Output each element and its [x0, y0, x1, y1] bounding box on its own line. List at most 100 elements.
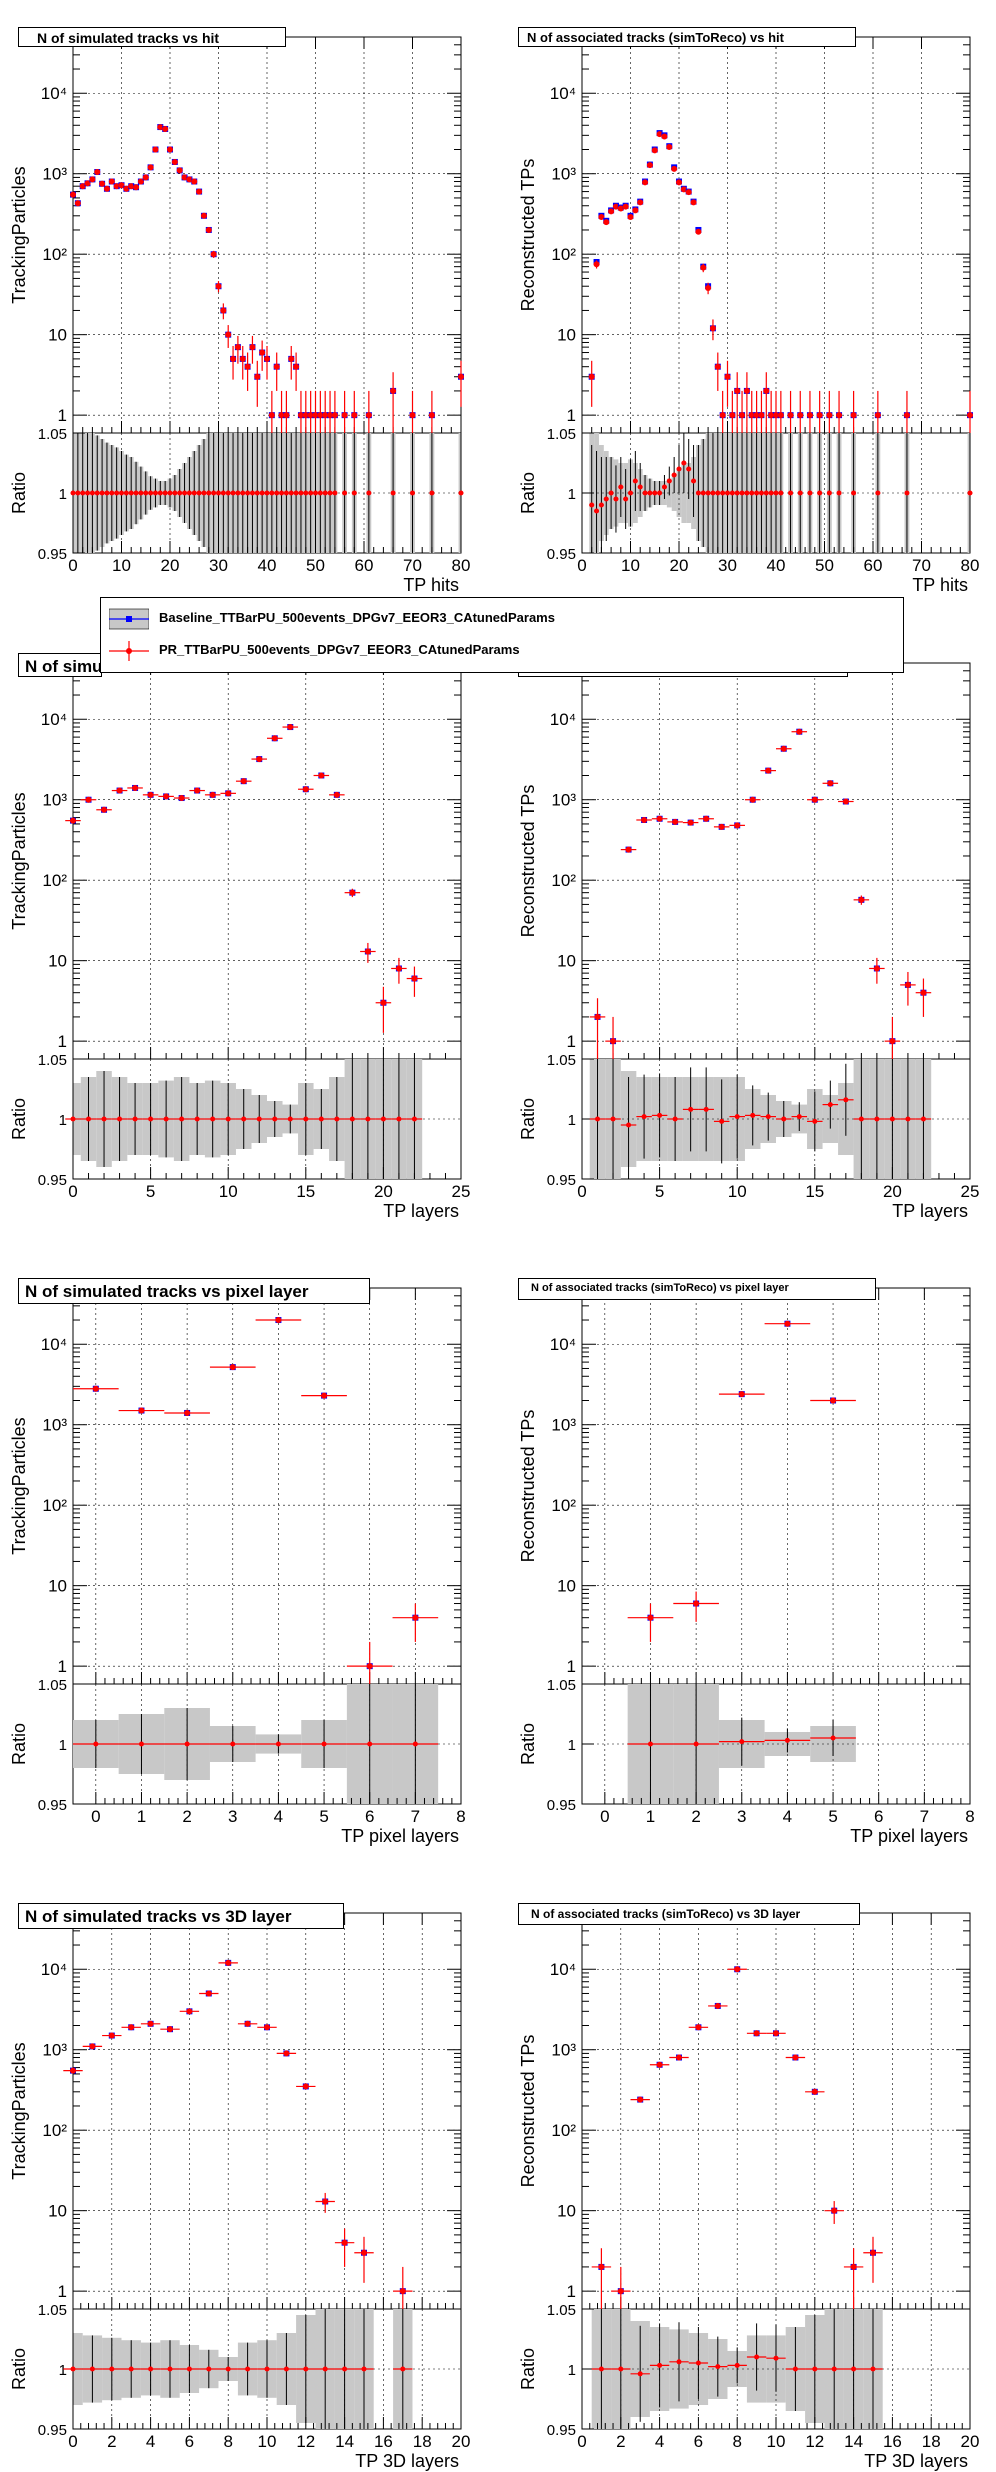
ratio-point: [710, 490, 716, 496]
ratio-point: [230, 490, 236, 496]
ratio-point: [298, 490, 304, 496]
ratio-point: [89, 490, 95, 496]
pr-point: [307, 412, 314, 419]
pr-point: [196, 188, 203, 195]
x-tick-label: 10: [767, 2432, 786, 2451]
ratio-point: [843, 1097, 849, 1103]
pr-point: [714, 2002, 721, 2009]
ratio-point: [264, 2366, 270, 2372]
y-tick-label: 10³: [42, 165, 67, 184]
pr-point: [811, 796, 818, 803]
ratio-point: [321, 1741, 327, 1747]
ratio-point: [647, 1741, 653, 1747]
x-tick-label: 2: [107, 2432, 116, 2451]
ratio-tick-label: 1.05: [38, 2302, 67, 2319]
ratio-point: [191, 490, 197, 496]
ratio-point: [117, 1116, 123, 1122]
pr-point: [734, 387, 741, 394]
ratio-point: [184, 1741, 190, 1747]
ratio-point: [201, 490, 207, 496]
pr-point: [318, 772, 325, 779]
ratio-point: [749, 490, 755, 496]
pr-point: [672, 818, 679, 825]
pr-point: [229, 1364, 236, 1371]
pr-point: [729, 412, 736, 419]
pr-point: [349, 889, 356, 896]
x-tick-label: 1: [137, 1807, 146, 1826]
ratio-point: [598, 2366, 604, 2372]
ratio-point: [269, 490, 275, 496]
ratio-point: [715, 490, 721, 496]
pr-point: [749, 796, 756, 803]
ratio-point: [152, 490, 158, 496]
pr-point: [302, 2083, 309, 2090]
ratio-point: [691, 478, 697, 484]
ratio-axis-label: Ratio: [9, 472, 29, 514]
ratio-point: [768, 490, 774, 496]
y-tick-label: 10³: [42, 791, 67, 810]
pr-point: [920, 989, 927, 996]
ratio-point: [172, 490, 178, 496]
x-tick-label: 10: [112, 556, 131, 575]
ratio-tick-label: 0.95: [547, 1797, 576, 1814]
pr-point: [364, 948, 371, 955]
x-tick-label: 0: [68, 556, 77, 575]
x-tick-label: 2: [691, 1807, 700, 1826]
pr-point: [787, 412, 794, 419]
ratio-point: [249, 490, 255, 496]
ratio-point: [288, 490, 294, 496]
pr-point: [191, 178, 198, 185]
pr-point: [322, 412, 329, 419]
ratio-point: [128, 2366, 134, 2372]
ratio-point: [283, 2366, 289, 2372]
pr-point: [758, 412, 765, 419]
pr-point: [603, 219, 610, 226]
pr-point: [646, 162, 653, 169]
ratio-point: [275, 1741, 281, 1747]
ratio-point: [797, 490, 803, 496]
ratio-point: [598, 502, 604, 508]
ratio-point: [725, 490, 730, 496]
ratio-point: [70, 490, 76, 496]
ratio-point: [851, 2366, 857, 2372]
pr-point: [113, 183, 120, 190]
pr-point: [967, 412, 973, 419]
y-tick-label: 10⁴: [550, 1960, 576, 1979]
ratio-point: [628, 490, 633, 496]
pr-point: [333, 791, 340, 798]
ratio-point: [322, 2366, 328, 2372]
pr-point: [239, 355, 246, 362]
x-tick-label: 4: [783, 1807, 792, 1826]
x-tick-label: 1: [646, 1807, 655, 1826]
x-tick-label: 16: [374, 2432, 393, 2451]
ratio-tick-label: 1.05: [547, 426, 576, 443]
pr-point: [327, 412, 334, 419]
ratio-point: [283, 490, 289, 496]
ratio-point: [626, 1122, 632, 1128]
pr-point: [693, 1600, 700, 1607]
x-tick-label: 60: [864, 556, 883, 575]
y-tick-label: 10⁴: [41, 710, 67, 729]
y-axis-label: TrackingParticles: [9, 2042, 29, 2179]
ratio-point: [380, 1116, 386, 1122]
pr-point: [123, 185, 130, 192]
x-axis-label: TP layers: [892, 1201, 968, 1221]
x-tick-label: 20: [670, 556, 689, 575]
pr-point: [598, 213, 605, 220]
pr-point: [743, 387, 750, 394]
ratio-point: [400, 2366, 406, 2372]
ratio-point: [739, 490, 745, 496]
x-tick-label: 0: [68, 2432, 77, 2451]
ratio-point: [274, 490, 280, 496]
ratio-point: [157, 490, 163, 496]
ratio-point: [245, 2366, 251, 2372]
ratio-axis-label: Ratio: [9, 2348, 29, 2390]
pr-point: [641, 816, 648, 823]
pr-point: [773, 2030, 779, 2037]
pr-point: [647, 1614, 654, 1621]
ratio-point: [812, 1118, 818, 1124]
pr-point: [390, 387, 397, 394]
pr-point: [249, 344, 256, 351]
y-tick-label: 1: [567, 2282, 576, 2301]
ratio-point: [676, 2359, 682, 2365]
